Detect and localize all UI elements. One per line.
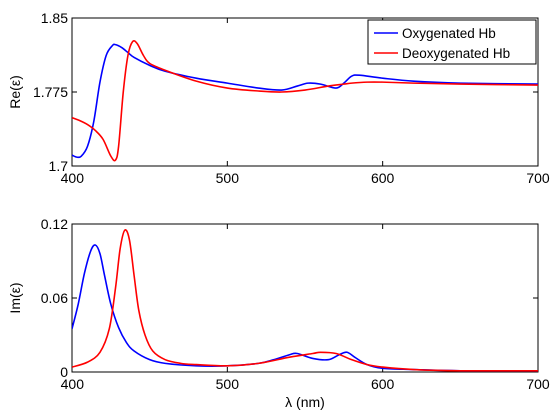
series-line-deoxygenated	[72, 229, 538, 372]
x-tick-label: 700	[526, 170, 550, 186]
x-tick-label: 500	[216, 376, 240, 392]
real-part-panel: 400 500 600 700 1.7 1.775 1.85 Re(ε) Oxygenated …	[7, 10, 550, 186]
y-tick-label: 0.12	[41, 216, 68, 232]
y-tick-label: 1.7	[49, 158, 69, 174]
y-axis-label: Re(ε)	[7, 75, 23, 108]
legend-box	[367, 19, 537, 65]
x-tick-label: 500	[216, 170, 240, 186]
x-tick-label: 400	[61, 170, 85, 186]
legend-label: Deoxygenated Hb	[402, 46, 510, 61]
y-tick-label: 1.775	[33, 84, 68, 100]
series-line-deoxygenated	[72, 40, 538, 162]
imag-part-panel: 400 500 600 700 0 0.06 0.12 Im(ε) λ (nm)	[7, 216, 550, 410]
x-tick-label: 600	[371, 170, 395, 186]
legend: Oxygenated Hb Deoxygenated Hb	[367, 19, 537, 65]
x-axis-label: λ (nm)	[285, 394, 325, 410]
y-tick-label: 0	[60, 364, 68, 380]
x-tick-label: 700	[526, 376, 550, 392]
x-tick-label: 400	[61, 376, 85, 392]
series-line-oxygenated	[72, 43, 538, 159]
legend-label: Oxygenated Hb	[402, 26, 496, 41]
axes-box	[71, 223, 539, 373]
y-tick-label: 0.06	[41, 290, 68, 306]
y-axis-label: Im(ε)	[7, 282, 23, 313]
x-tick-label: 600	[371, 376, 395, 392]
y-tick-label: 1.85	[41, 10, 68, 26]
